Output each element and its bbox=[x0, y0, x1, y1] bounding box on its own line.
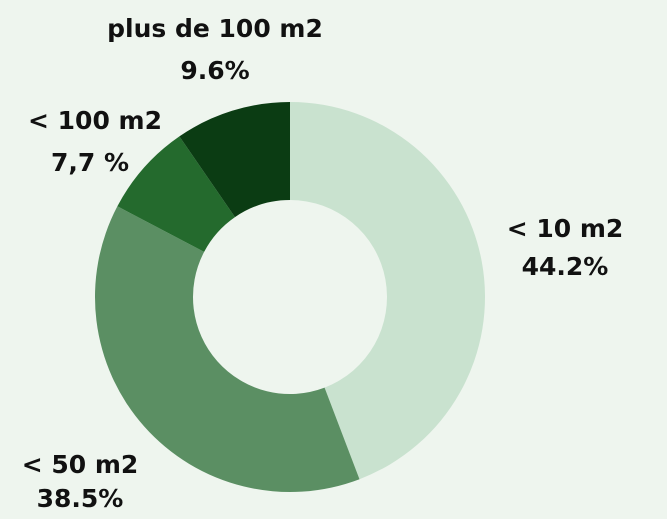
donut-segment bbox=[179, 102, 290, 218]
category-label: plus de 100 m2 bbox=[107, 14, 323, 43]
value-label: 38.5% bbox=[37, 484, 124, 513]
category-label: < 10 m2 bbox=[507, 214, 624, 243]
donut-segment bbox=[94, 206, 360, 493]
donut-segment bbox=[290, 102, 486, 480]
donut-segment bbox=[117, 136, 235, 252]
value-label: 44.2% bbox=[522, 252, 609, 281]
value-label: 7,7 % bbox=[51, 148, 129, 177]
category-label: < 100 m2 bbox=[28, 106, 162, 135]
category-label: < 50 m2 bbox=[22, 450, 139, 479]
value-label: 9.6% bbox=[180, 56, 249, 85]
